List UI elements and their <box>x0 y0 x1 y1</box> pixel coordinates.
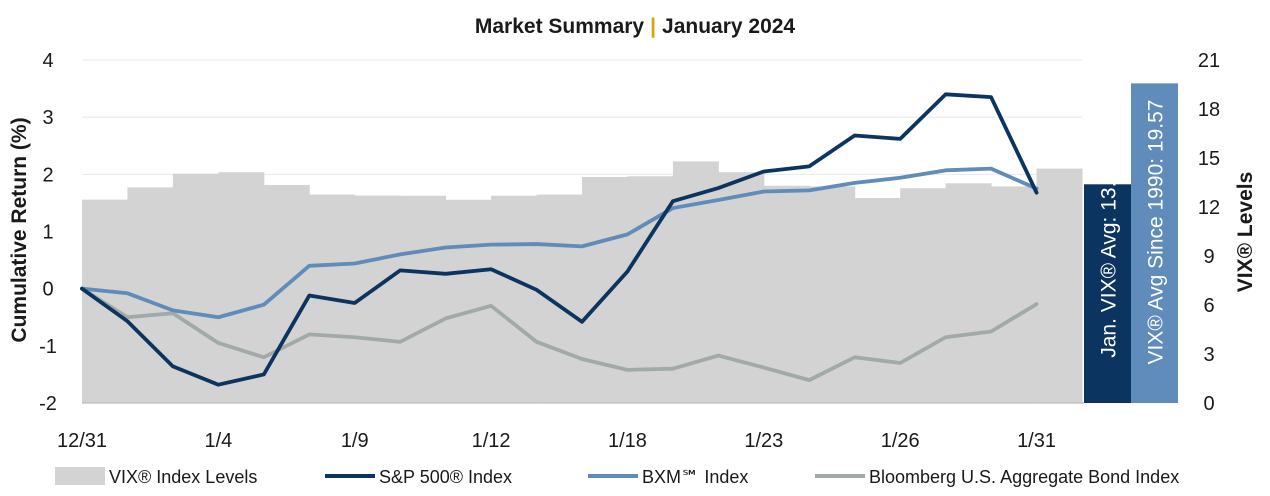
series-line-3 <box>80 286 1039 383</box>
vix-bar <box>854 198 901 403</box>
x-tick-label: 1/4 <box>204 430 232 452</box>
y2-tick-label: 15 <box>1198 148 1220 170</box>
y-tick-label: 2 <box>42 164 53 186</box>
y2-tick-label: 3 <box>1203 344 1214 366</box>
title-right: January 2024 <box>662 15 795 38</box>
vix-bar <box>218 172 265 403</box>
x-tick-label: 1/31 <box>1017 430 1056 452</box>
y-tick-label: 4 <box>42 50 53 72</box>
legend-label: VIX® Index Levels <box>109 467 257 487</box>
x-tick-label: 12/31 <box>57 430 107 452</box>
y2-tick-label: 0 <box>1203 393 1214 415</box>
x-tick-label: 1/23 <box>744 430 783 452</box>
legend-label: BXM℠ Index <box>642 467 748 487</box>
y2-tick-label: 9 <box>1203 246 1214 268</box>
vix-bar <box>491 195 538 403</box>
legend-label: S&P 500® Index <box>379 467 512 487</box>
legend-swatch-bar <box>55 467 105 485</box>
y2-tick-label: 18 <box>1198 99 1220 121</box>
y-axis-label: Cumulative Return (%) <box>8 117 31 342</box>
title-separator: | <box>650 15 656 38</box>
vix-bar <box>445 199 492 403</box>
x-tick-label: 1/26 <box>881 430 920 452</box>
vix-bar <box>263 184 310 403</box>
y-tick-label: -1 <box>39 336 57 358</box>
vix-bar <box>900 188 947 403</box>
title-left: Market Summary <box>475 15 645 38</box>
reference-bars: Jan. VIX® Avg: 13.39 VIX® Avg Since 1990:… <box>1084 83 1178 404</box>
y2-tick-label: 21 <box>1198 50 1220 72</box>
vix-bar <box>945 183 992 403</box>
x-tick-label: 1/12 <box>472 430 511 452</box>
reference-bar-label-1: Jan. VIX® Avg: 13.39 <box>1098 158 1121 358</box>
x-tick-label: 1/9 <box>341 430 369 452</box>
y-tick-label: 0 <box>42 279 53 301</box>
legend: VIX® Index Levels S&P 500® Index BXM℠ Inde… <box>55 467 1179 487</box>
vix-bar <box>718 172 765 403</box>
x-tick-label: 1/18 <box>608 430 647 452</box>
vix-bar <box>536 194 583 403</box>
vix-bar <box>763 185 810 403</box>
y2-tick-label: 6 <box>1203 295 1214 317</box>
vix-bar <box>400 195 447 403</box>
vix-bars <box>82 161 1083 403</box>
y2-tick-label: 12 <box>1198 197 1220 219</box>
y2-axis-label: VIX® Levels <box>1234 172 1257 293</box>
series-line-2 <box>80 166 1039 320</box>
y-tick-label: 3 <box>42 107 53 129</box>
y-tick-label: -2 <box>39 393 57 415</box>
y-tick-label: 1 <box>42 222 53 244</box>
reference-bar-label-2: VIX® Avg Since 1990: 19.57 <box>1145 100 1168 365</box>
vix-bar <box>1036 168 1083 403</box>
reference-bar-2 <box>1131 83 1178 404</box>
reference-bar-1 <box>1084 184 1131 403</box>
series-lines <box>80 92 1039 387</box>
legend-label: Bloomberg U.S. Aggregate Bond Index <box>869 467 1179 487</box>
vix-bar <box>172 173 219 403</box>
vix-bar <box>991 186 1038 403</box>
series-line-1 <box>80 92 1039 387</box>
chart-title: Market Summary | January 2024 <box>475 15 796 38</box>
